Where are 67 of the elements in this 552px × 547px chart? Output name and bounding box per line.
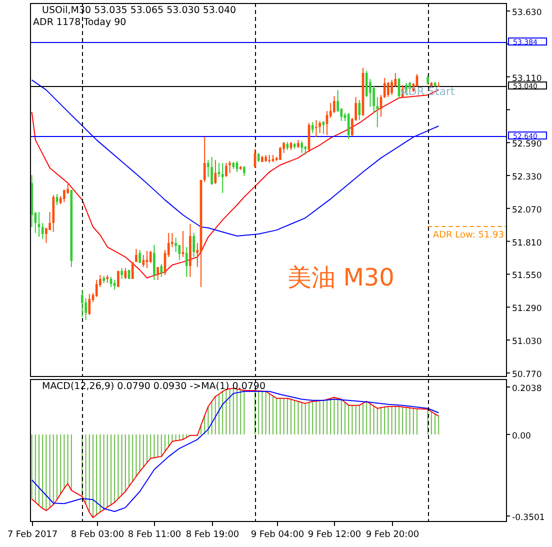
candlestick bbox=[113, 279, 116, 290]
candlestick bbox=[81, 289, 84, 318]
candlestick bbox=[315, 119, 318, 138]
candlestick bbox=[84, 298, 87, 320]
candlestick bbox=[131, 261, 134, 280]
annotation: 美油 M30 bbox=[288, 263, 394, 292]
candlestick bbox=[387, 81, 390, 98]
candlestick bbox=[135, 248, 138, 262]
candlestick bbox=[203, 136, 206, 182]
candlestick bbox=[41, 222, 44, 240]
x-tick-label: 9 Feb 04:00 bbox=[250, 530, 304, 540]
candlestick bbox=[221, 162, 224, 194]
candlestick bbox=[124, 268, 127, 280]
candlestick bbox=[138, 249, 141, 264]
x-tick-label: 8 Feb 11:00 bbox=[128, 530, 182, 540]
y-tick-label: 52.330 bbox=[512, 172, 542, 183]
candlestick bbox=[153, 244, 156, 280]
candlestick bbox=[120, 268, 123, 280]
candlestick bbox=[347, 112, 350, 140]
candlestick bbox=[383, 77, 386, 98]
candlestick bbox=[358, 99, 361, 120]
chart-title: USOil,M30 53.035 53.065 53.030 53.040 bbox=[42, 5, 236, 16]
candlestick bbox=[160, 263, 163, 278]
x-tick-label: 9 Feb 20:00 bbox=[366, 530, 420, 540]
y-tick-label: 51.030 bbox=[512, 337, 542, 348]
y-tick-label: 0.00 bbox=[512, 431, 531, 442]
candlestick bbox=[243, 166, 246, 177]
y-tick-label: 51.550 bbox=[512, 271, 542, 282]
x-tick-label: 7 Feb 2017 bbox=[7, 530, 58, 540]
y-tick-label: 52.590 bbox=[512, 140, 542, 150]
candlestick bbox=[426, 74, 429, 86]
candlestick bbox=[174, 237, 177, 252]
x-tick-label: 9 Feb 12:00 bbox=[308, 530, 362, 540]
candlestick bbox=[63, 189, 66, 202]
y-tick-label: 52.070 bbox=[512, 205, 542, 216]
chart-title: MACD(12,26,9) 0.0790 0.0930 ->MA(1) 0.0790 bbox=[42, 381, 266, 392]
candlestick bbox=[95, 279, 98, 298]
candlestick bbox=[228, 160, 231, 174]
candlestick bbox=[318, 120, 321, 134]
candlestick bbox=[372, 86, 375, 114]
x-tick-label: 8 Feb 03:00 bbox=[70, 530, 124, 540]
y-tick-label: 53.110 bbox=[512, 74, 542, 84]
x-tick-label: 8 Feb 19:00 bbox=[186, 530, 240, 540]
candlestick bbox=[185, 246, 188, 278]
text: ADR 1178 Today 90 bbox=[33, 17, 126, 28]
candlestick bbox=[142, 254, 145, 268]
candlestick bbox=[210, 156, 213, 186]
candlestick bbox=[214, 159, 217, 184]
y-tick-label: 51.290 bbox=[512, 304, 542, 314]
candlestick bbox=[225, 162, 228, 178]
ref-line-label: ADR Low: 51.93 bbox=[432, 230, 504, 240]
y-tick-label: -0.3501 bbox=[512, 512, 545, 523]
y-tick-label: 53.630 bbox=[512, 8, 542, 18]
candlestick bbox=[192, 232, 195, 258]
candlestick bbox=[156, 266, 159, 280]
candlestick bbox=[207, 159, 210, 178]
y-tick-label: 0.2038 bbox=[512, 384, 542, 394]
y-tick-label: 50.770 bbox=[512, 370, 542, 380]
y-tick-label: 51.810 bbox=[512, 238, 542, 248]
candlestick bbox=[149, 250, 152, 264]
candlestick bbox=[88, 293, 91, 316]
candlestick bbox=[390, 79, 393, 96]
candlestick bbox=[333, 96, 336, 114]
candlestick bbox=[311, 121, 314, 134]
candlestick bbox=[279, 146, 282, 160]
candlestick bbox=[322, 120, 325, 134]
candlestick bbox=[300, 140, 303, 154]
